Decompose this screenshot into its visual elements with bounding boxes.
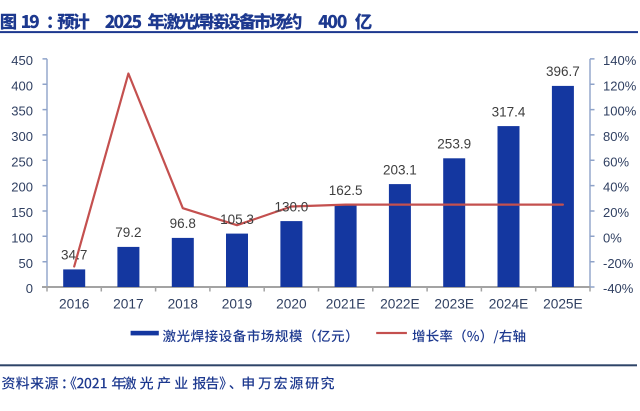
svg-text:34.7: 34.7 [61, 248, 87, 263]
svg-text:130.0: 130.0 [275, 199, 309, 214]
svg-text:20%: 20% [603, 205, 629, 220]
svg-text:96.8: 96.8 [170, 216, 196, 231]
svg-text:60%: 60% [603, 154, 629, 169]
svg-text:2018: 2018 [168, 297, 199, 312]
svg-text:2016: 2016 [59, 297, 90, 312]
svg-text:253.9: 253.9 [437, 137, 471, 152]
svg-text:200: 200 [11, 180, 33, 195]
svg-text:162.5: 162.5 [329, 183, 363, 198]
svg-text:317.4: 317.4 [492, 104, 526, 119]
svg-text:300: 300 [11, 129, 33, 144]
svg-text:2017: 2017 [113, 297, 143, 312]
svg-text:79.2: 79.2 [115, 225, 141, 240]
svg-text:140%: 140% [603, 53, 637, 68]
svg-text:0%: 0% [603, 230, 622, 245]
svg-text:80%: 80% [603, 129, 629, 144]
svg-text:40%: 40% [603, 180, 629, 195]
svg-text:2019: 2019 [222, 297, 252, 312]
svg-text:2024E: 2024E [489, 297, 529, 312]
svg-text:-20%: -20% [603, 256, 634, 271]
svg-text:250: 250 [11, 154, 33, 169]
svg-text:396.7: 396.7 [546, 64, 580, 79]
svg-text:2020: 2020 [276, 297, 307, 312]
svg-text:203.1: 203.1 [383, 162, 417, 177]
svg-text:105.3: 105.3 [220, 212, 254, 227]
svg-text:0: 0 [26, 281, 33, 296]
svg-text:350: 350 [11, 104, 33, 119]
svg-text:120%: 120% [603, 78, 637, 93]
svg-text:100: 100 [11, 230, 33, 245]
svg-text:2021E: 2021E [326, 297, 366, 312]
svg-text:-40%: -40% [603, 281, 634, 296]
svg-text:2022E: 2022E [380, 297, 420, 312]
svg-text:450: 450 [11, 53, 33, 68]
svg-text:150: 150 [11, 205, 33, 220]
svg-text:100%: 100% [603, 104, 637, 119]
svg-text:2025E: 2025E [543, 297, 583, 312]
svg-text:2023E: 2023E [434, 297, 474, 312]
svg-text:400: 400 [11, 78, 33, 93]
svg-text:50: 50 [19, 256, 33, 271]
